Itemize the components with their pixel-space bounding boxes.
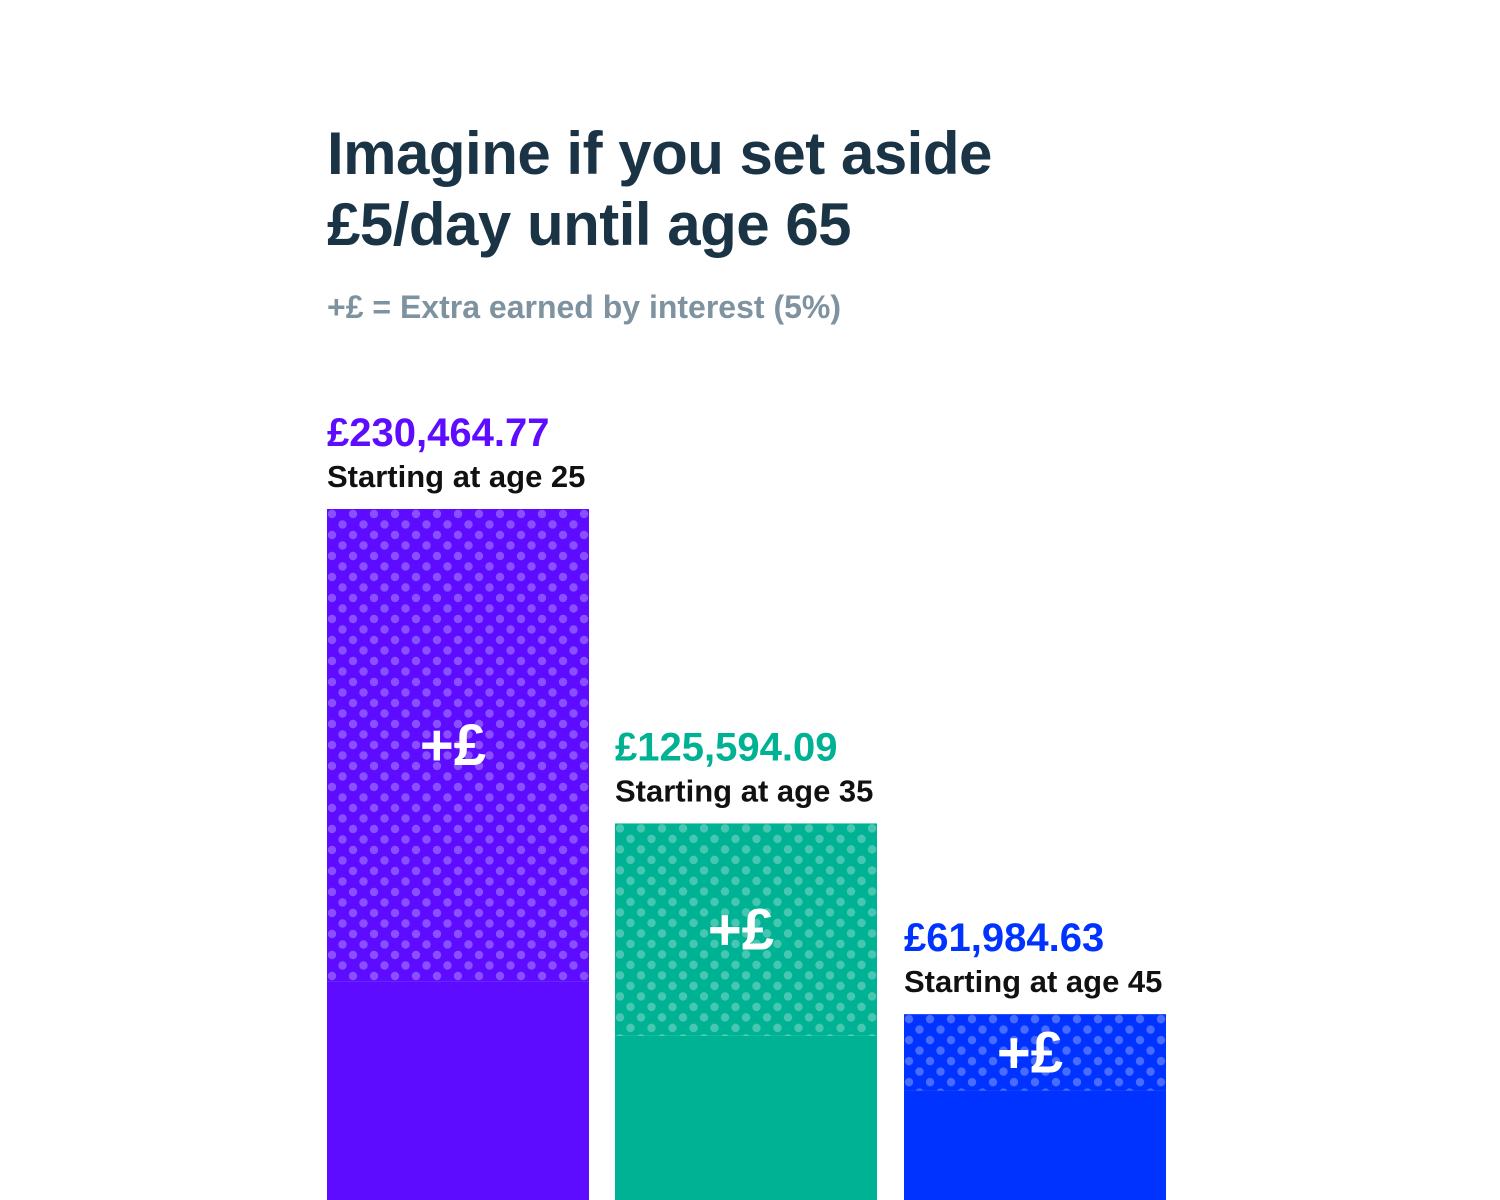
category-label-age-35: Starting at age 35 <box>615 773 873 808</box>
bar-interest-age-25 <box>327 509 589 982</box>
category-label-age-45: Starting at age 45 <box>904 964 1162 999</box>
chart-title-line-1: Imagine if you set aside <box>327 120 992 187</box>
interest-marker-age-25: +£ <box>420 713 486 778</box>
category-label-age-25: Starting at age 25 <box>327 459 585 494</box>
total-label-age-25: £230,464.77 <box>327 411 549 455</box>
chart-title-line-2: £5/day until age 65 <box>327 191 852 258</box>
bar-principal-age-25 <box>327 981 589 1200</box>
interest-marker-age-35: +£ <box>708 898 774 963</box>
bar-group-age-25: +£ £230,464.77 Starting at age 25 <box>327 411 589 1200</box>
bar-interest-age-45 <box>904 1014 1166 1091</box>
total-label-age-45: £61,984.63 <box>904 916 1104 960</box>
bar-principal-age-35 <box>615 1035 877 1200</box>
chart-subtitle: +£ = Extra earned by interest (5%) <box>327 289 841 325</box>
bar-principal-age-45 <box>904 1090 1166 1200</box>
bar-group-age-35: +£ £125,594.09 Starting at age 35 <box>615 725 877 1200</box>
bar-group-age-45: +£ £61,984.63 Starting at age 45 <box>904 916 1166 1200</box>
chart-title: Imagine if you set aside £5/day until ag… <box>327 118 1227 260</box>
total-label-age-35: £125,594.09 <box>615 725 837 769</box>
interest-marker-age-45: +£ <box>997 1020 1063 1085</box>
bar-interest-age-35 <box>615 823 877 1036</box>
